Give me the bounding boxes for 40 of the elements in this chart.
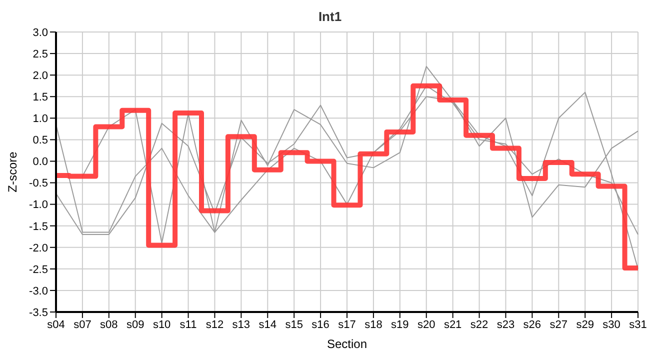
- y-tick-label: 2.5: [32, 48, 48, 60]
- x-tick-label: s22: [470, 318, 488, 331]
- x-tick-label: s23: [496, 318, 515, 331]
- x-tick-label: s09: [126, 318, 144, 331]
- x-tick-label: s26: [523, 318, 542, 331]
- x-tick-label: s15: [285, 318, 303, 331]
- x-tick-label: s07: [74, 318, 92, 331]
- x-tick-label: s27: [550, 318, 568, 331]
- y-tick-label: 3.0: [32, 26, 48, 39]
- y-tick-label: 1.5: [32, 92, 48, 104]
- y-tick-label: -2.5: [29, 264, 48, 276]
- x-tick-label: s16: [312, 318, 330, 331]
- x-tick-label: s04: [47, 318, 65, 331]
- y-tick-label: 1.0: [32, 113, 48, 126]
- x-tick-label: s13: [232, 318, 250, 331]
- x-tick-label: s08: [100, 318, 118, 331]
- x-tick-label: s18: [364, 318, 382, 331]
- x-tick-label: s11: [180, 318, 197, 331]
- x-tick-label: s30: [602, 318, 620, 331]
- y-tick-label: -3.5: [29, 306, 48, 319]
- y-axis-title: Z-score: [5, 151, 20, 192]
- x-tick-label: s19: [391, 318, 409, 331]
- y-tick-label: -3.0: [29, 285, 48, 298]
- y-tick-label: -2.0: [29, 242, 48, 254]
- chart-title: Int1: [317, 8, 343, 26]
- x-tick-label: s20: [417, 318, 436, 331]
- y-tick-label: -0.5: [29, 178, 48, 190]
- x-tick-label: s10: [152, 318, 171, 331]
- x-tick-label: s31: [629, 318, 647, 331]
- y-tick-label: -1.0: [29, 199, 48, 212]
- x-axis-title: Section: [326, 337, 368, 351]
- x-tick-label: s21: [444, 318, 462, 331]
- x-tick-label: s29: [576, 318, 594, 331]
- x-tick-label: s12: [206, 318, 224, 331]
- x-tick-label: s17: [338, 318, 356, 331]
- y-tick-label: -1.5: [29, 220, 48, 233]
- x-tick-label: s14: [258, 318, 277, 331]
- y-tick-label: 0.5: [32, 134, 48, 147]
- y-tick-label: 2.0: [32, 70, 48, 82]
- y-tick-label: 0.0: [32, 156, 48, 168]
